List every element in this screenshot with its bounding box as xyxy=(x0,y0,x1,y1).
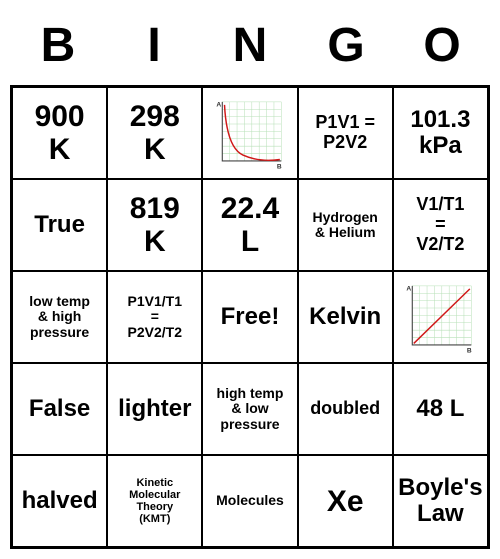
bingo-cell[interactable]: Hydrogen & Helium xyxy=(298,179,393,271)
cell-text: 22.4 L xyxy=(221,192,279,258)
cell-text: lighter xyxy=(118,396,191,422)
bingo-cell[interactable]: high temp & low pressure xyxy=(202,363,297,455)
bingo-cell[interactable]: 298 K xyxy=(107,87,202,179)
svg-text:A: A xyxy=(406,285,411,292)
cell-text: True xyxy=(34,212,85,238)
bingo-cell[interactable]: Xe xyxy=(298,455,393,547)
cell-text: halved xyxy=(22,488,98,514)
svg-text:B: B xyxy=(467,347,472,353)
bingo-cell[interactable]: 48 L xyxy=(393,363,488,455)
cell-text: 819 K xyxy=(130,192,180,258)
cell-text: 298 K xyxy=(130,100,180,166)
header-g: G xyxy=(298,10,394,81)
bingo-cell[interactable]: 101.3 kPa xyxy=(393,87,488,179)
cell-text: Free! xyxy=(221,304,280,330)
bingo-cell[interactable]: halved xyxy=(12,455,107,547)
cell-text: 48 L xyxy=(416,396,464,422)
header-n: N xyxy=(202,10,298,81)
bingo-header-row: B I N G O xyxy=(10,10,490,81)
header-o: O xyxy=(394,10,490,81)
bingo-cell[interactable]: 819 K xyxy=(107,179,202,271)
bingo-cell[interactable]: False xyxy=(12,363,107,455)
cell-text: V1/T1 = V2/T2 xyxy=(416,195,464,254)
header-b: B xyxy=(10,10,106,81)
bingo-card: B I N G O 900 K298 KABP1V1 = P2V2101.3 k… xyxy=(10,10,490,549)
cell-text: Xe xyxy=(327,485,364,518)
header-i: I xyxy=(106,10,202,81)
cell-text: doubled xyxy=(310,399,380,419)
cell-text: Hydrogen & Helium xyxy=(313,210,378,241)
cell-text: P1V1 = P2V2 xyxy=(315,113,375,153)
direct-chart-icon: AB xyxy=(402,280,479,354)
bingo-cell[interactable]: Boyle's Law xyxy=(393,455,488,547)
cell-text: 101.3 kPa xyxy=(410,107,470,160)
bingo-cell[interactable]: 22.4 L xyxy=(202,179,297,271)
cell-text: False xyxy=(29,396,90,422)
svg-text:A: A xyxy=(216,101,221,108)
bingo-grid: 900 K298 KABP1V1 = P2V2101.3 kPaTrue819 … xyxy=(10,85,490,549)
inverse-chart-icon: AB xyxy=(212,96,289,170)
cell-text: Kelvin xyxy=(309,304,381,330)
cell-text: low temp & high pressure xyxy=(29,294,90,340)
bingo-cell[interactable]: low temp & high pressure xyxy=(12,271,107,363)
bingo-cell[interactable]: 900 K xyxy=(12,87,107,179)
bingo-cell[interactable]: AB xyxy=(393,271,488,363)
bingo-cell[interactable]: lighter xyxy=(107,363,202,455)
cell-text: Boyle's Law xyxy=(398,475,482,528)
bingo-cell[interactable]: V1/T1 = V2/T2 xyxy=(393,179,488,271)
cell-text: P1V1/T1 = P2V2/T2 xyxy=(128,294,182,340)
bingo-cell[interactable]: AB xyxy=(202,87,297,179)
svg-text:B: B xyxy=(277,163,282,169)
cell-text: 900 K xyxy=(35,100,85,166)
bingo-cell[interactable]: Molecules xyxy=(202,455,297,547)
bingo-cell[interactable]: Kelvin xyxy=(298,271,393,363)
cell-text: high temp & low pressure xyxy=(217,386,284,432)
cell-text: Kinetic Molecular Theory (KMT) xyxy=(129,477,180,525)
bingo-cell[interactable]: Free! xyxy=(202,271,297,363)
cell-text: Molecules xyxy=(216,493,284,508)
bingo-cell[interactable]: True xyxy=(12,179,107,271)
bingo-cell[interactable]: doubled xyxy=(298,363,393,455)
bingo-cell[interactable]: P1V1 = P2V2 xyxy=(298,87,393,179)
bingo-cell[interactable]: Kinetic Molecular Theory (KMT) xyxy=(107,455,202,547)
bingo-cell[interactable]: P1V1/T1 = P2V2/T2 xyxy=(107,271,202,363)
